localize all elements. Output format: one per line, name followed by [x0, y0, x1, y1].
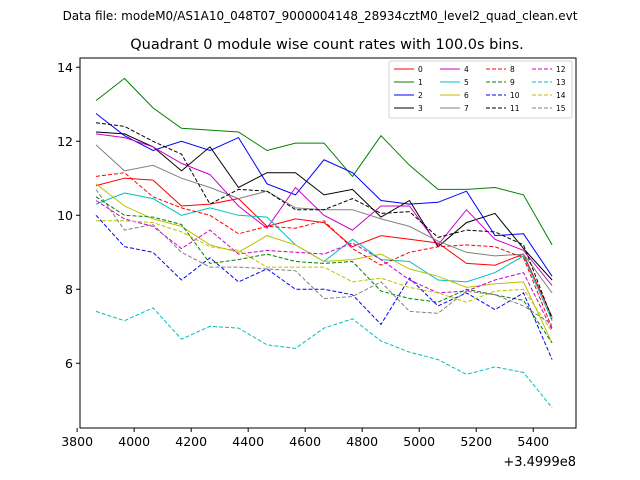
legend-label-15: 15	[556, 104, 566, 113]
x-tick-label: 5400	[517, 434, 549, 449]
legend-label-8: 8	[510, 65, 515, 74]
figure-suptitle: Data file: modeM0/AS1A10_048T07_90000041…	[63, 9, 578, 23]
legend-label-2: 2	[418, 91, 423, 100]
legend-label-13: 13	[556, 78, 566, 87]
x-offset-label: +3.4999e8	[503, 455, 576, 470]
series-line-15	[95, 189, 553, 325]
series-line-4	[95, 133, 553, 286]
legend-label-6: 6	[464, 91, 469, 100]
plot-frame	[79, 57, 577, 429]
legend-label-9: 9	[510, 78, 515, 87]
series-line-8	[95, 172, 553, 329]
legend-label-7: 7	[464, 104, 469, 113]
series-line-1	[95, 77, 553, 246]
legend-box	[388, 60, 573, 119]
legend-label-4: 4	[464, 65, 469, 74]
series-line-6	[95, 183, 553, 344]
legend-label-5: 5	[464, 78, 469, 87]
chart-title: Quadrant 0 module wise count rates with …	[130, 37, 524, 53]
legend-label-3: 3	[418, 104, 423, 113]
series-line-0	[95, 177, 553, 318]
y-tick-label: 14	[57, 60, 73, 75]
legend-label-12: 12	[556, 65, 566, 74]
y-tick-label: 10	[57, 208, 73, 223]
x-tick-label: 4200	[175, 434, 207, 449]
x-tick-label: 5200	[460, 434, 492, 449]
x-tick-label: 4400	[232, 434, 264, 449]
legend-label-0: 0	[418, 65, 423, 74]
x-tick-label: 5000	[403, 434, 435, 449]
y-tick-label: 8	[65, 282, 73, 297]
y-tick-label: 12	[57, 134, 73, 149]
series-line-9	[95, 196, 553, 344]
series-line-7	[95, 144, 553, 294]
series-line-5	[95, 192, 553, 321]
x-tick-label: 4800	[346, 434, 378, 449]
series-line-12	[95, 200, 553, 331]
series-layer	[95, 77, 553, 409]
x-tick-label: 4000	[118, 434, 150, 449]
x-tick-label: 4600	[289, 434, 321, 449]
series-line-3	[95, 131, 553, 281]
series-line-14	[96, 220, 553, 333]
series-line-13	[95, 307, 553, 409]
series-line-10	[95, 214, 553, 360]
legend-label-14: 14	[556, 91, 566, 100]
legend-label-11: 11	[510, 104, 520, 113]
x-tick-label: 3800	[61, 434, 93, 449]
legend-label-1: 1	[418, 78, 423, 87]
series-line-2	[95, 113, 553, 277]
legend-label-10: 10	[510, 91, 520, 100]
series-line-11	[95, 122, 553, 319]
y-tick-label: 6	[65, 356, 73, 371]
axis-ticks: 3800 4000 4200 4400 4600 4800 5000 5200 54006810…	[57, 60, 549, 449]
